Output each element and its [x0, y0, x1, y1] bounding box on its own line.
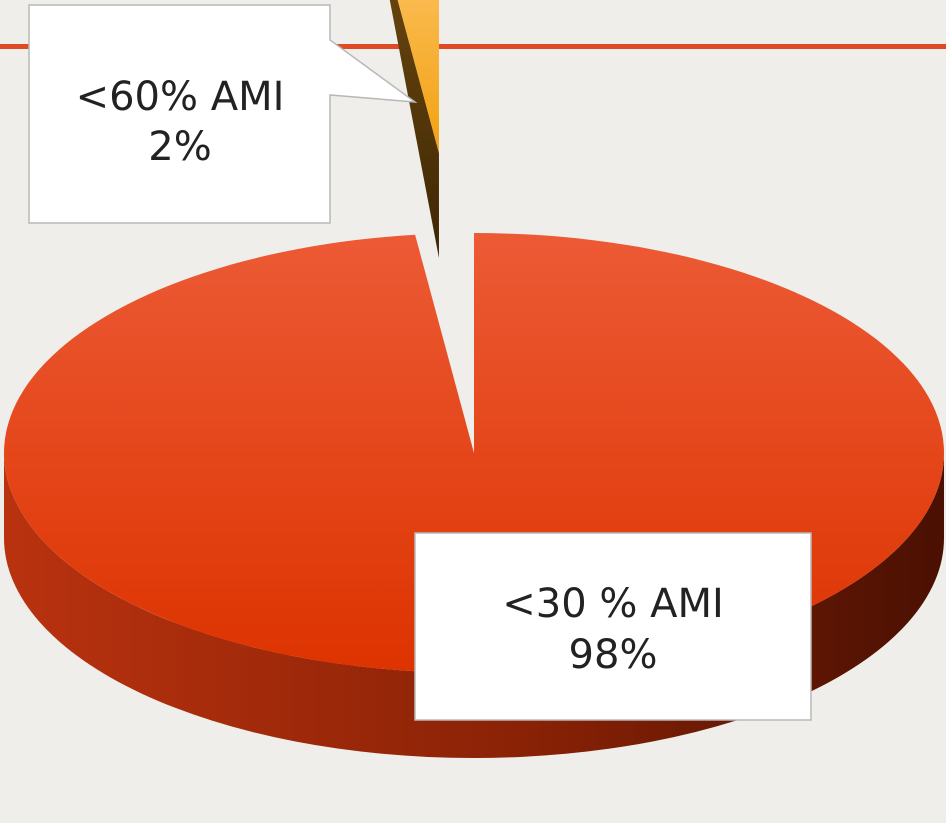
callout-box-large — [414, 532, 812, 721]
callout-large-slice: <30 % AMI 98% — [414, 532, 812, 721]
callout-box-small — [28, 4, 418, 224]
pie-slice-small-side — [389, 0, 439, 258]
callout-small-slice: <60% AMI 2% — [28, 4, 418, 224]
pie-slice-small — [397, 0, 439, 153]
slice-label-small: <60% AMI — [76, 74, 285, 120]
slice-value-large: 98% — [569, 632, 658, 678]
slice-label-large: <30 % AMI — [502, 581, 724, 627]
slice-value-small: 2% — [148, 124, 211, 170]
slide-accent-line — [0, 44, 946, 49]
